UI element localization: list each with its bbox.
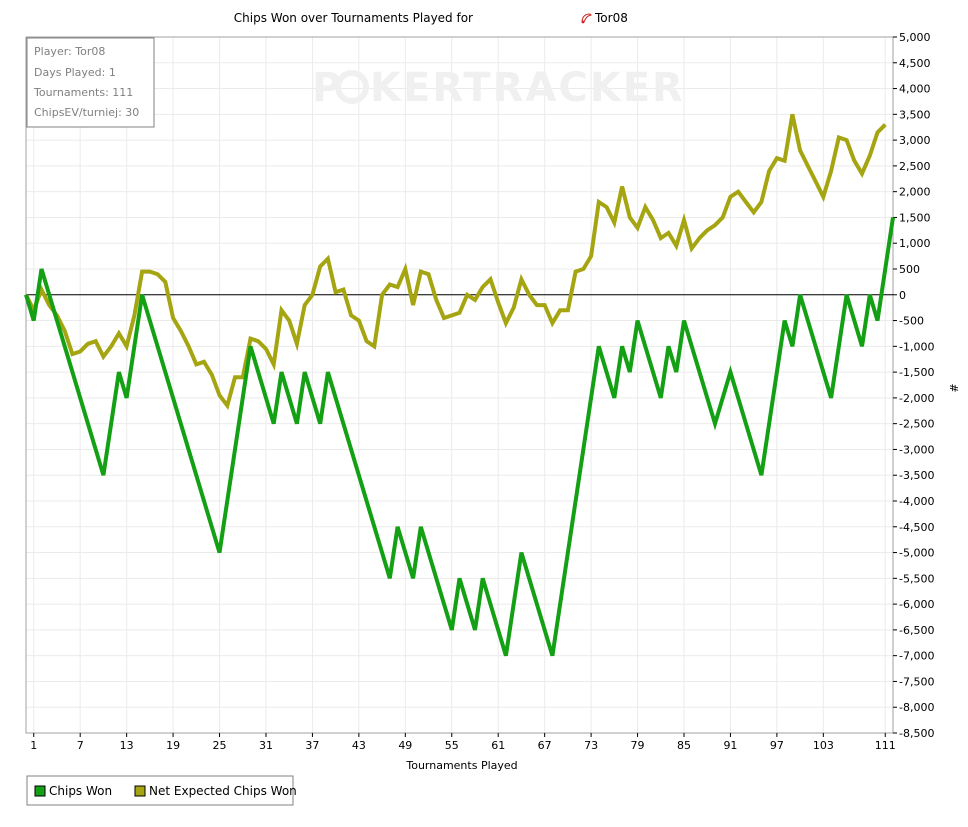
y-axis: -8,500 -8,000 -7,500 -7,000 -6,500 -6,000 -5,5… — [893, 31, 934, 740]
y-tick-label: -8,500 — [899, 727, 934, 740]
x-tick-label: 43 — [352, 739, 366, 752]
y-tick-label: 500 — [899, 263, 920, 276]
x-tick-label: 37 — [305, 739, 319, 752]
chip-logo-icon — [335, 70, 369, 104]
watermark-rest: KERTRACKER — [370, 65, 685, 111]
legend-swatch-chips-won — [34, 785, 46, 797]
x-tick-label: 91 — [723, 739, 737, 752]
y-tick-label: -5,500 — [899, 572, 934, 585]
y-tick-label: -3,000 — [899, 443, 934, 456]
y-tick-label: -5,000 — [899, 547, 934, 560]
y-tick-label: 0 — [899, 289, 906, 302]
x-tick-label: 103 — [813, 739, 834, 752]
y-tick-label: -7,500 — [899, 675, 934, 688]
y-tick-label: -8,000 — [899, 701, 934, 714]
y-tick-label: -6,500 — [899, 624, 934, 637]
x-tick-label: 49 — [398, 739, 412, 752]
legend-swatch-net-expected — [134, 785, 146, 797]
y-tick-label: -3,500 — [899, 469, 934, 482]
grid — [26, 36, 893, 734]
y-tick-label: 5,000 — [899, 31, 931, 44]
x-tick-label: 7 — [77, 739, 84, 752]
x-tick-label: 13 — [120, 739, 134, 752]
x-tick-label: 55 — [445, 739, 459, 752]
y-tick-label: 3,000 — [899, 134, 931, 147]
series-layer — [24, 113, 895, 657]
x-axis-label: Tournaments Played — [405, 759, 517, 772]
info-player: Player: Tor08 — [34, 45, 105, 58]
x-tick-label: 79 — [631, 739, 645, 752]
info-tournaments: Tournaments: 111 — [33, 86, 133, 99]
x-tick-label: 67 — [538, 739, 552, 752]
y-tick-label: -6,000 — [899, 598, 934, 611]
y-axis-label: # — [947, 383, 960, 392]
y-tick-label: -4,000 — [899, 495, 934, 508]
y-tick-label: 1,500 — [899, 211, 931, 224]
pokertracker-watermark: P KERTRACKER — [312, 65, 685, 111]
x-tick-label: 73 — [584, 739, 598, 752]
y-tick-label: -1,500 — [899, 366, 934, 379]
x-tick-label: 25 — [213, 739, 227, 752]
legend: Chips Won Net Expected Chips Won — [26, 775, 297, 806]
x-tick-label: 85 — [677, 739, 691, 752]
info-chipsev: ChipsEV/turniej: 30 — [34, 106, 139, 119]
chart-title: Chips Won over Tournaments Played for — [234, 11, 473, 25]
legend-label-chips-won: Chips Won — [49, 784, 112, 798]
y-tick-label: -2,000 — [899, 392, 934, 405]
player-icon — [581, 13, 593, 24]
x-axis: 1 7 13 19 25 31 37 43 49 55 61 67 73 79 85 91 97 103 111 — [30, 733, 896, 752]
x-tick-label: 97 — [770, 739, 784, 752]
y-tick-label: -1,000 — [899, 340, 934, 353]
plot-frame — [25, 36, 894, 734]
info-days: Days Played: 1 — [34, 66, 116, 79]
y-tick-label: -4,500 — [899, 521, 934, 534]
y-tick-label: 1,000 — [899, 237, 931, 250]
x-tick-label: 19 — [166, 739, 180, 752]
y-tick-label: 3,500 — [899, 108, 931, 121]
y-tick-label: -500 — [899, 315, 924, 328]
info-box: Player: Tor08 Days Played: 1 Tournaments… — [26, 37, 155, 128]
x-tick-label: 61 — [491, 739, 505, 752]
y-tick-label: -7,000 — [899, 650, 934, 663]
y-tick-label: 2,000 — [899, 186, 931, 199]
player-name: Tor08 — [594, 11, 628, 25]
y-tick-label: -2,500 — [899, 418, 934, 431]
series-line-net-expected-chips-won — [24, 113, 887, 411]
series-line-chips-won — [24, 217, 895, 657]
y-tick-label: 2,500 — [899, 160, 931, 173]
x-tick-label: 31 — [259, 739, 273, 752]
x-tick-label: 111 — [875, 739, 896, 752]
x-tick-label: 1 — [30, 739, 37, 752]
y-tick-label: 4,000 — [899, 83, 931, 96]
y-tick-label: 4,500 — [899, 57, 931, 70]
legend-label-net-expected: Net Expected Chips Won — [149, 784, 297, 798]
